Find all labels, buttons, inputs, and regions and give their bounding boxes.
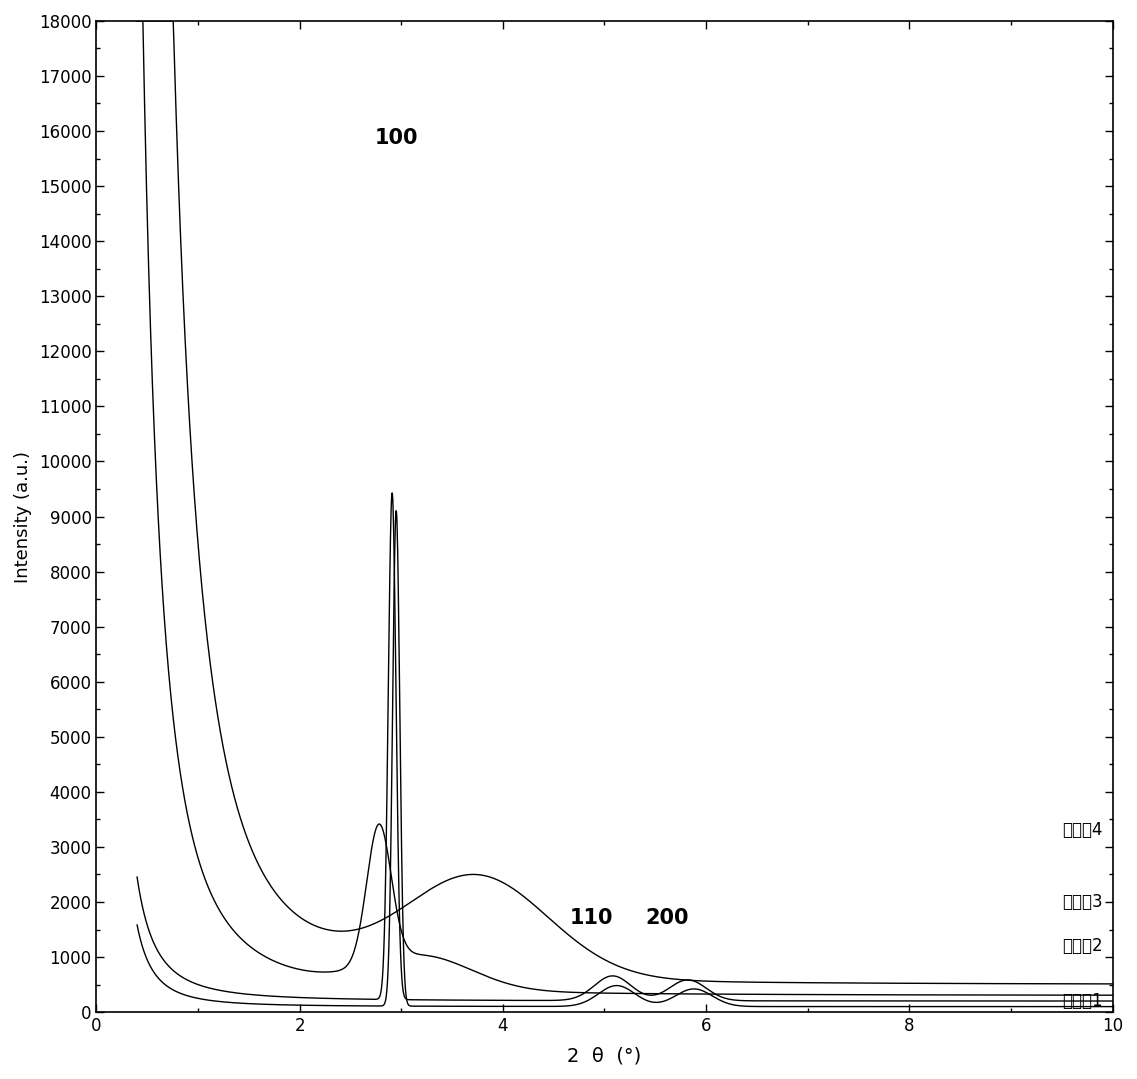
Text: 110: 110 [570, 907, 613, 928]
Text: 实施兡4: 实施兡4 [1062, 821, 1102, 839]
Text: 实施兡1: 实施兡1 [1062, 992, 1103, 1010]
X-axis label: 2  θ  (°): 2 θ (°) [567, 1047, 641, 1065]
Text: 200: 200 [646, 907, 689, 928]
Text: 实施兡3: 实施兡3 [1062, 893, 1103, 911]
Text: 100: 100 [374, 127, 418, 148]
Text: 实施兡2: 实施兡2 [1062, 937, 1103, 955]
Y-axis label: Intensity (a.u.): Intensity (a.u.) [14, 451, 32, 583]
